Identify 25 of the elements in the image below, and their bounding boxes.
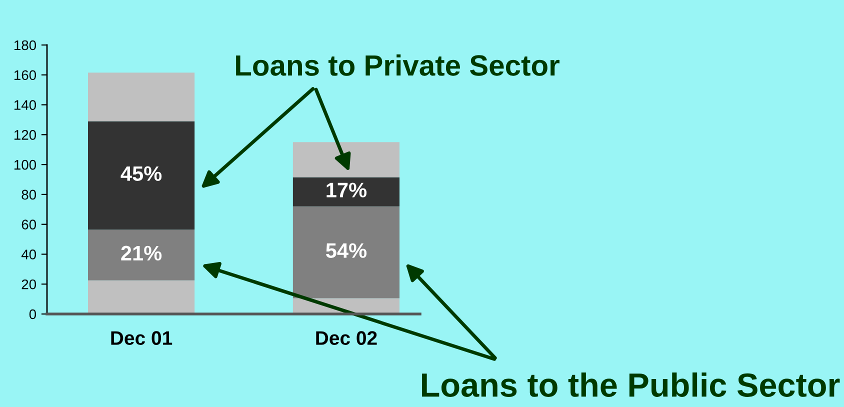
y-tick-label: 0: [29, 309, 36, 320]
bar: [292, 177, 400, 206]
y-tick-label: 80: [22, 190, 36, 200]
y-tick-label: 60: [22, 220, 36, 230]
y-tick-label: 120: [14, 130, 36, 140]
y-tick-label: 140: [14, 100, 36, 110]
y-tick-label: 20: [22, 279, 36, 290]
annotation: 54%: [326, 243, 367, 258]
y-tick-label: 180: [14, 40, 36, 50]
y-tick-label: 40: [21, 250, 36, 260]
bar: [88, 121, 195, 230]
bar: [292, 206, 400, 298]
text: Loans to the Public Sector: [422, 372, 840, 397]
bar: [292, 142, 400, 178]
annotation: 21%: [121, 246, 162, 261]
bar: [88, 280, 195, 314]
annotation: 17%: [326, 182, 367, 198]
annotation: Loans to Private Sector: [236, 54, 560, 76]
y-tick-label: 100: [14, 160, 36, 170]
x-tick-label: Dec 01: [111, 331, 172, 345]
bar: [88, 72, 195, 122]
y-tick-label: 160: [14, 70, 36, 80]
bar: [88, 230, 195, 280]
annotation: 45%: [120, 166, 162, 181]
x-tick-label: Dec 02: [316, 331, 377, 345]
